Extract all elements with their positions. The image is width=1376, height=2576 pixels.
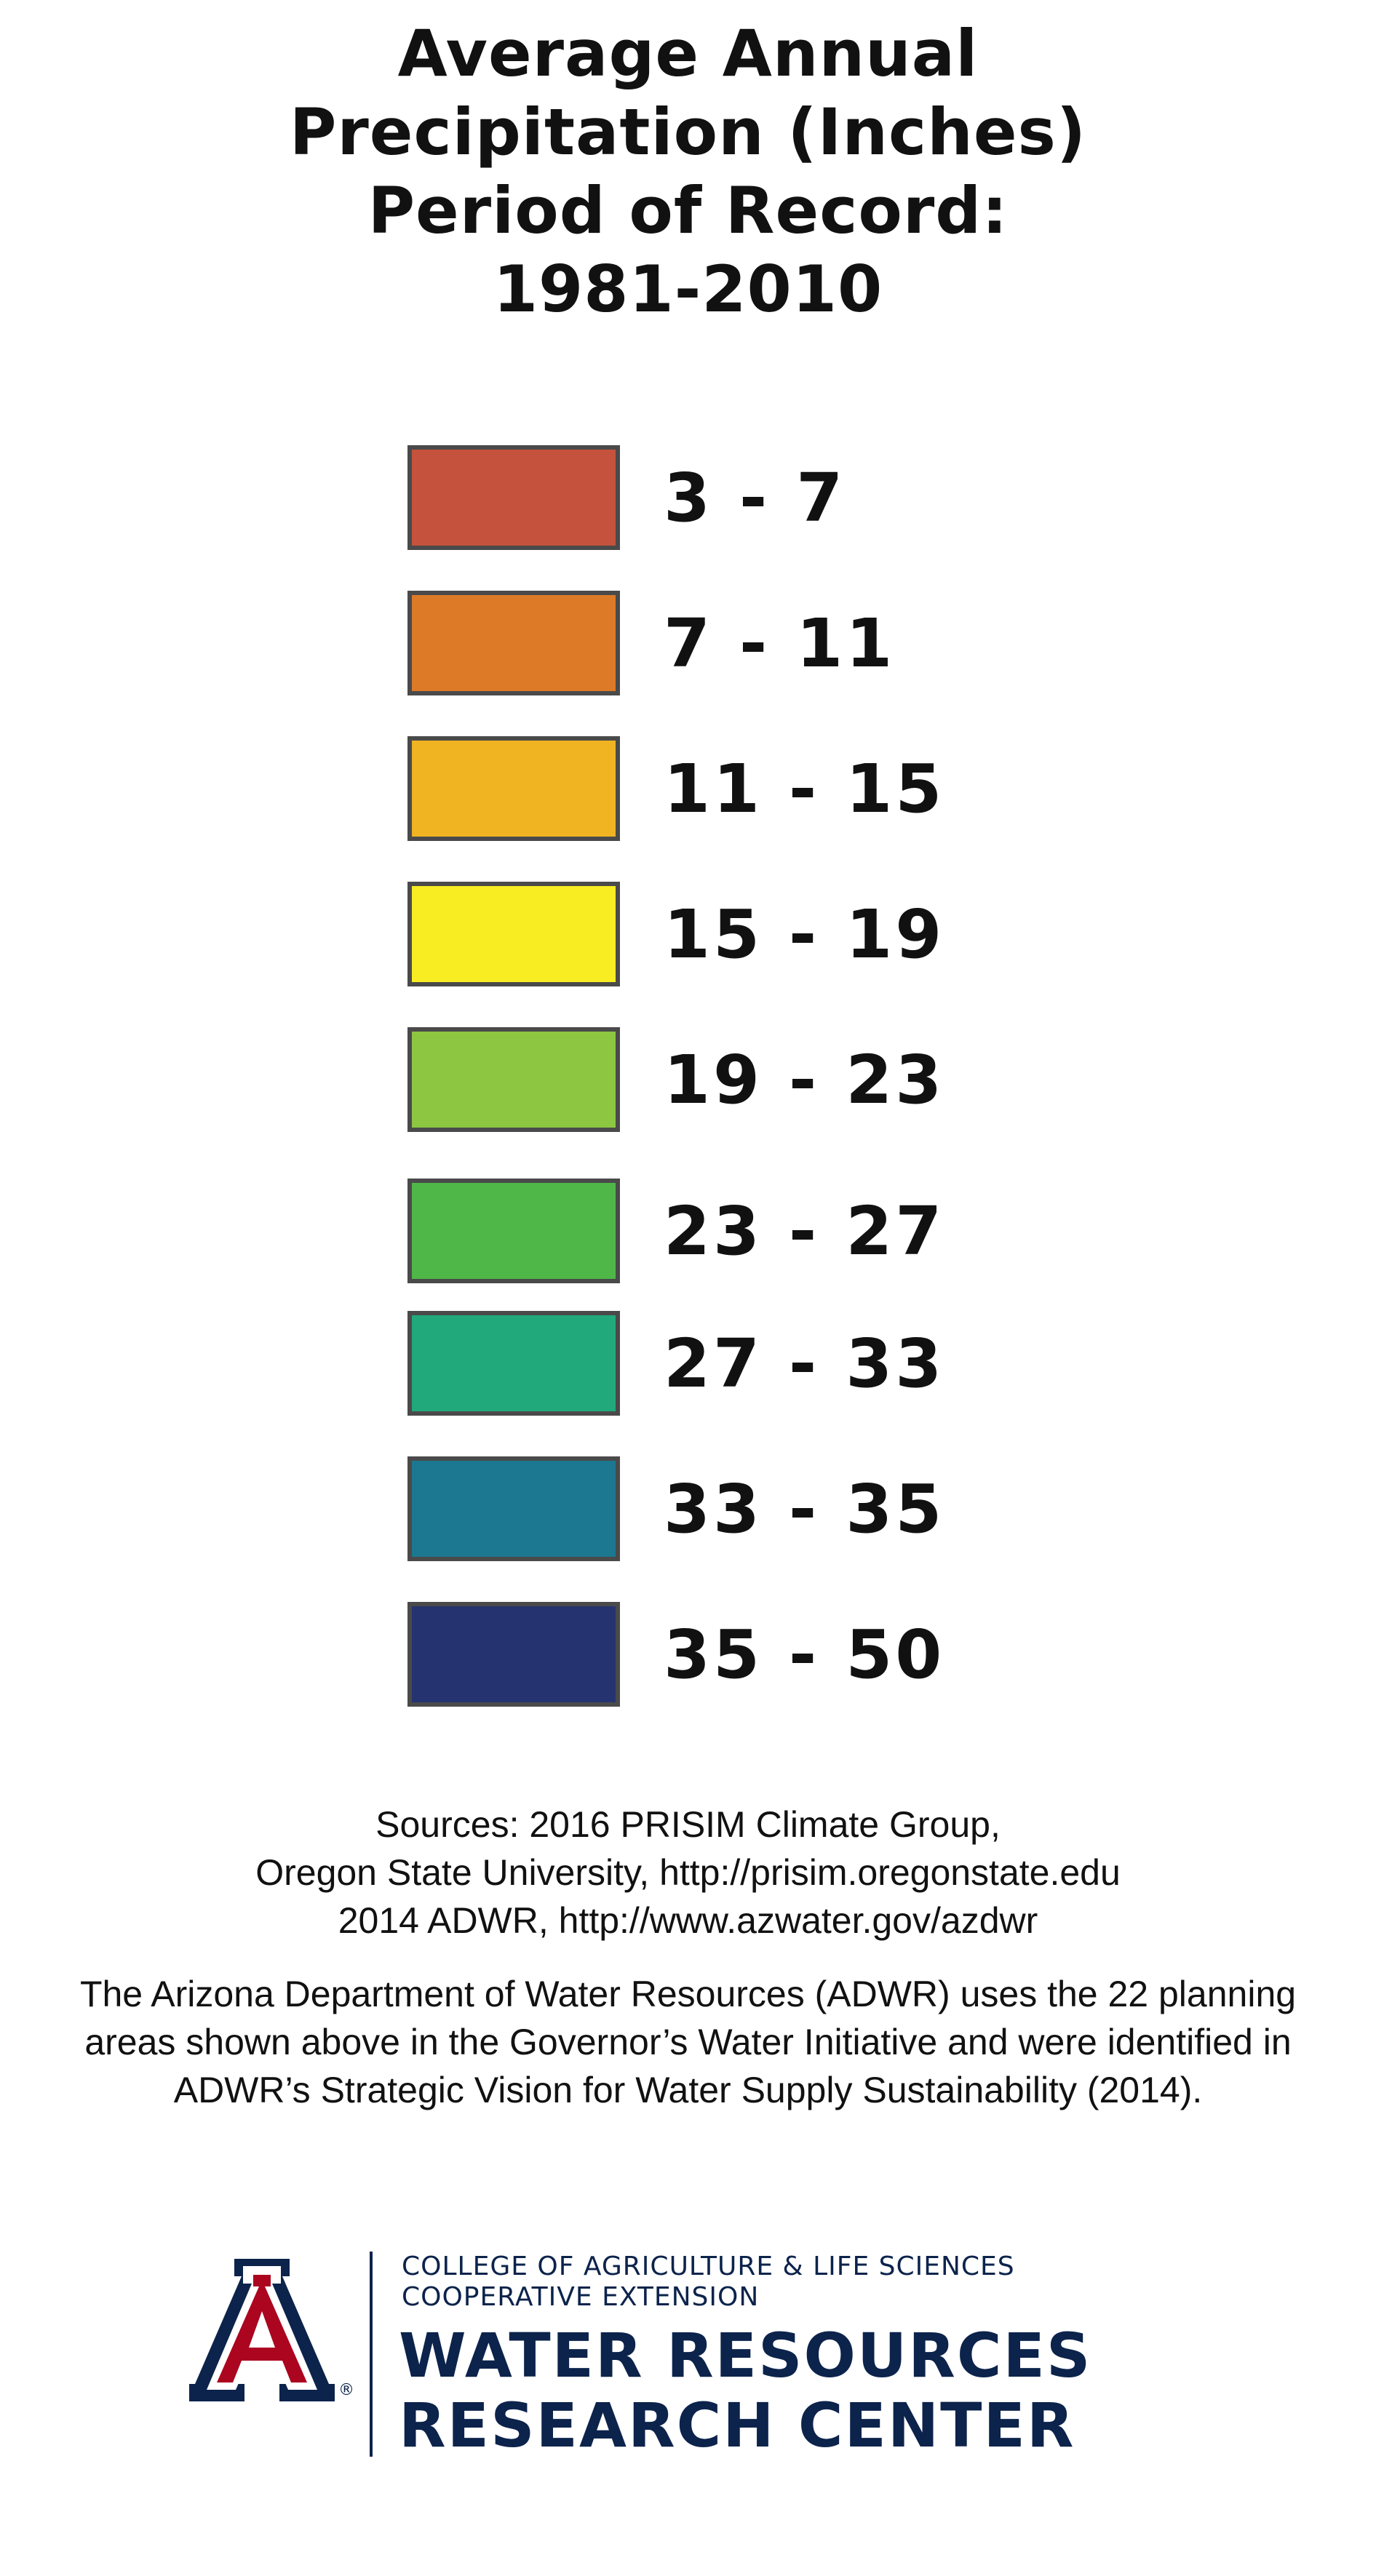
precipitation-legend: 3 - 7 7 - 11 11 - 15 15 - 19 19 - 23 23 …	[407, 445, 1062, 1711]
center-name: WATER RESOURCES RESEARCH CENTER	[399, 2321, 1091, 2460]
legend-item-23-27: 23 - 27	[407, 1179, 1062, 1288]
legend-item-15-19: 15 - 19	[407, 882, 1062, 991]
range-label: 33 - 35	[664, 1470, 945, 1548]
title-line-3: Period of Record:	[367, 173, 1009, 248]
color-swatch	[407, 1311, 620, 1416]
color-swatch	[407, 1179, 620, 1283]
center-line-1: WATER RESOURCES	[399, 2320, 1092, 2391]
legend-title: Average Annual Precipitation (Inches) Pe…	[0, 15, 1376, 329]
range-label: 15 - 19	[664, 896, 945, 973]
color-swatch	[407, 591, 620, 695]
range-label: 23 - 27	[664, 1192, 945, 1270]
title-line-2: Precipitation (Inches)	[289, 95, 1087, 170]
sources-block: Sources: 2016 PRISIM Climate Group, Oreg…	[0, 1801, 1376, 1945]
legend-item-3-7: 3 - 7	[407, 445, 1062, 554]
sources-line-2: Oregon State University, http://prisim.o…	[255, 1852, 1121, 1893]
registered-mark-icon: ®	[338, 2381, 354, 2399]
legend-item-11-15: 11 - 15	[407, 736, 1062, 845]
range-label: 7 - 11	[664, 605, 896, 682]
title-line-1: Average Annual	[397, 16, 979, 91]
range-label: 19 - 23	[664, 1041, 945, 1119]
wrrc-logo: ® COLLEGE OF AGRICULTURE & LIFE SCIENCES…	[189, 2252, 1208, 2470]
college-line-2: COOPERATIVE EXTENSION	[402, 2282, 760, 2312]
description-text: The Arizona Department of Water Resource…	[79, 1974, 1297, 2110]
logo-divider	[370, 2252, 373, 2457]
color-swatch	[407, 1027, 620, 1132]
legend-item-7-11: 7 - 11	[407, 591, 1062, 700]
color-swatch	[407, 1456, 620, 1561]
university-of-arizona-a-logo-icon	[189, 2259, 335, 2401]
color-swatch	[407, 736, 620, 841]
range-label: 11 - 15	[664, 750, 945, 828]
sources-line-3: 2014 ADWR, http://www.azwater.gov/azdwr	[338, 1900, 1038, 1941]
range-label: 35 - 50	[664, 1616, 945, 1694]
legend-item-27-33: 27 - 33	[407, 1311, 1062, 1420]
college-name: COLLEGE OF AGRICULTURE & LIFE SCIENCES C…	[402, 2252, 1015, 2313]
title-line-4: 1981-2010	[493, 252, 883, 327]
color-swatch	[407, 882, 620, 986]
range-label: 27 - 33	[664, 1325, 945, 1403]
legend-item-35-50: 35 - 50	[407, 1602, 1062, 1711]
color-swatch	[407, 445, 620, 550]
legend-item-19-23: 19 - 23	[407, 1027, 1062, 1136]
legend-item-33-35: 33 - 35	[407, 1456, 1062, 1566]
college-line-1: COLLEGE OF AGRICULTURE & LIFE SCIENCES	[402, 2252, 1015, 2281]
color-swatch	[407, 1602, 620, 1707]
sources-line-1: Sources: 2016 PRISIM Climate Group,	[375, 1804, 1001, 1845]
range-label: 3 - 7	[664, 459, 846, 537]
center-line-2: RESEARCH CENTER	[399, 2390, 1075, 2461]
